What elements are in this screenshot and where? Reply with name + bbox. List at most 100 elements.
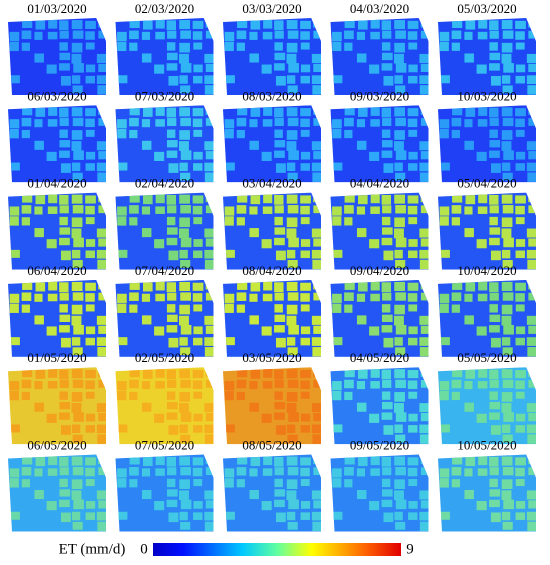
field: [274, 30, 284, 39]
field: [180, 324, 192, 335]
panel-date: 10/04/2020: [457, 263, 516, 278]
field: [394, 511, 403, 521]
panel-date: 02/05/2020: [135, 350, 194, 365]
field: [192, 370, 204, 379]
field: [476, 239, 487, 249]
field: [35, 282, 46, 292]
field: [287, 117, 299, 127]
field: [179, 479, 190, 490]
map: [8, 454, 106, 532]
field: [394, 194, 406, 204]
field: [192, 293, 203, 302]
field: [154, 413, 165, 423]
field: [141, 468, 151, 477]
field: [224, 293, 235, 303]
field: [59, 304, 68, 313]
field: [224, 390, 234, 401]
field: [274, 216, 283, 226]
field: [205, 238, 214, 247]
field: [224, 119, 235, 129]
field: [166, 412, 178, 420]
field: [489, 292, 499, 301]
field: [85, 413, 96, 422]
field: [48, 281, 58, 291]
field: [96, 490, 106, 500]
field: [528, 500, 536, 509]
field: [489, 391, 498, 400]
field: [261, 64, 272, 74]
field: [300, 250, 310, 259]
field: [312, 172, 321, 182]
field: [383, 163, 394, 173]
field: [408, 64, 418, 73]
field: [59, 237, 70, 246]
field: [249, 315, 259, 325]
field: [85, 501, 96, 509]
field: [381, 52, 393, 61]
field: [370, 194, 380, 204]
field: [143, 457, 153, 467]
field: [47, 381, 58, 389]
map: [223, 367, 321, 445]
field: [451, 467, 462, 476]
field: [464, 293, 473, 302]
field: [275, 425, 286, 435]
field: [274, 292, 284, 301]
field: [141, 31, 151, 40]
field: [420, 281, 429, 290]
field: [21, 379, 32, 389]
field: [382, 118, 392, 127]
field: [180, 85, 191, 94]
field: [205, 292, 214, 301]
field: [224, 478, 234, 488]
field: [313, 118, 321, 126]
field: [179, 369, 191, 379]
field: [166, 237, 178, 246]
field: [478, 106, 488, 116]
field: [382, 379, 392, 388]
field: [274, 63, 285, 71]
field: [286, 490, 297, 501]
field: [9, 468, 20, 478]
field: [262, 293, 273, 302]
field: [166, 140, 178, 148]
field: [224, 75, 235, 84]
field: [528, 325, 536, 334]
field: [344, 205, 354, 214]
field: [300, 64, 311, 73]
field: [85, 512, 95, 520]
field: [129, 292, 139, 301]
field: [515, 370, 526, 379]
field: [166, 499, 178, 508]
field: [395, 292, 406, 301]
map-panel: 07/03/2020: [115, 88, 214, 183]
field: [166, 107, 177, 118]
field: [502, 260, 513, 268]
field: [98, 118, 106, 126]
field: [262, 468, 273, 476]
field: [489, 499, 500, 508]
field: [300, 217, 310, 225]
map-panel: 03/03/2020: [223, 1, 321, 95]
field: [192, 467, 203, 477]
field: [205, 151, 214, 160]
map: [438, 105, 536, 183]
map-panel: 04/05/2020: [330, 350, 429, 445]
panel-date: 05/04/2020: [457, 176, 516, 191]
map-panel: 03/05/2020: [223, 350, 321, 445]
field: [193, 64, 203, 73]
field: [48, 368, 58, 378]
field: [117, 216, 127, 226]
colorbar: [153, 543, 401, 556]
field: [515, 108, 526, 117]
field: [71, 479, 83, 490]
field: [439, 75, 450, 84]
field: [98, 205, 106, 214]
field: [300, 501, 311, 509]
field: [300, 304, 310, 312]
field: [155, 206, 165, 214]
field: [526, 249, 536, 259]
field: [515, 64, 526, 73]
field: [300, 326, 311, 335]
field: [381, 391, 391, 400]
